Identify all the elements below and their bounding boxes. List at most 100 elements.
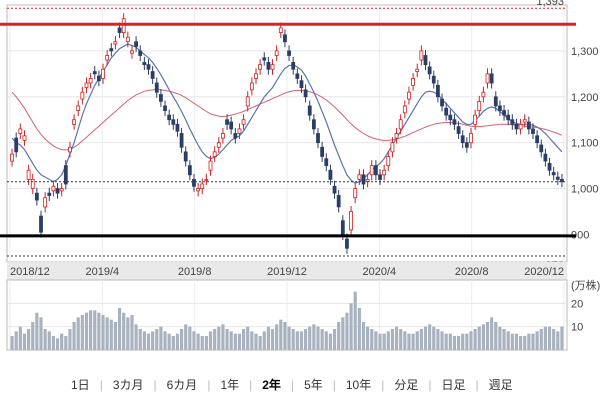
candle-body — [237, 128, 242, 134]
volume-bar — [217, 326, 221, 350]
tab-2y[interactable]: 2年 — [262, 378, 281, 392]
volume-bar — [345, 312, 349, 350]
candle-body — [192, 178, 196, 187]
candle-body — [258, 64, 263, 70]
volume-bar — [167, 333, 171, 350]
candle-body — [270, 64, 275, 70]
volume-bar — [547, 326, 552, 350]
candle-body — [551, 172, 556, 176]
volume-tick-label: 10 — [571, 322, 583, 334]
volume-bar — [237, 333, 242, 350]
volume-bar — [117, 308, 122, 350]
volume-bar — [270, 329, 275, 350]
volume-bar — [386, 331, 390, 350]
candle-body — [22, 135, 27, 141]
volume-bar — [556, 331, 560, 350]
candle-body — [68, 146, 72, 153]
volume-bar — [213, 329, 217, 350]
volume-bar — [539, 329, 543, 350]
volume-bar — [97, 312, 101, 350]
volume-bar — [192, 331, 196, 350]
candle-body — [134, 41, 138, 47]
tab-10y[interactable]: 10年 — [345, 378, 372, 392]
candle-body — [72, 119, 76, 125]
date-tick-label: 2020/4 — [363, 266, 397, 278]
candle-body — [254, 73, 258, 79]
volume-bar — [295, 331, 299, 350]
volume-bar — [382, 333, 386, 350]
volume-bar — [233, 333, 237, 350]
period-tabs: 1日 | 3カ月 | 6カ月 | 1年 | 2年 | 5年 | 10年 | 分足… — [70, 376, 514, 393]
candle-body — [171, 119, 176, 125]
volume-bar — [14, 331, 18, 350]
volume-bar — [299, 331, 304, 350]
volume-bar — [241, 329, 246, 350]
candle-body — [427, 66, 432, 75]
volume-bar — [287, 326, 291, 350]
volume-bar — [428, 324, 432, 350]
candle-body — [105, 55, 110, 61]
candle-body — [34, 192, 39, 201]
tab-5y[interactable]: 5年 — [304, 378, 323, 392]
tab-separator: | — [153, 377, 157, 392]
volume-bar — [332, 329, 337, 350]
candle-body — [316, 133, 320, 144]
volume-bar — [324, 331, 328, 350]
volume-bar — [80, 315, 84, 350]
volume-bar — [320, 329, 324, 350]
volume-panel: 10 20 (万株) — [6, 278, 600, 351]
candle-body — [440, 98, 444, 107]
tab-3m[interactable]: 3カ月 — [112, 378, 144, 392]
candle-body — [196, 188, 201, 192]
date-tick-label: 2020/8 — [455, 266, 489, 278]
price-tick-label: 1,100 — [571, 138, 599, 150]
candle-body — [340, 220, 345, 235]
candle-body — [436, 84, 440, 98]
volume-bar — [138, 329, 142, 350]
tab-weekly[interactable]: 週足 — [488, 378, 513, 392]
volume-bar — [407, 333, 411, 350]
tab-minute[interactable]: 分足 — [394, 378, 419, 392]
volume-bar — [47, 331, 51, 350]
volume-bar — [531, 333, 535, 350]
volume-bar — [101, 315, 105, 350]
volume-tick-label: 20 — [571, 298, 583, 310]
volume-bar — [423, 326, 428, 350]
candle-body — [283, 34, 287, 43]
volume-bar — [126, 317, 130, 350]
candle-body — [18, 128, 23, 134]
volume-bar — [250, 331, 254, 350]
candle-body — [30, 178, 35, 189]
candle-body — [117, 27, 122, 33]
candle-body — [373, 165, 378, 176]
volume-bar — [179, 329, 184, 350]
volume-bar — [122, 312, 126, 350]
volume-bar — [105, 317, 109, 350]
volume-bar — [89, 310, 93, 350]
volume-bar — [72, 322, 76, 350]
volume-bar — [390, 329, 395, 350]
tab-6m[interactable]: 6カ月 — [166, 378, 198, 392]
candle-body — [216, 142, 221, 148]
candle-body — [431, 75, 436, 84]
volume-bar — [35, 312, 39, 350]
tab-1d[interactable]: 1日 — [71, 378, 90, 392]
price-tick-label: 1,000 — [571, 184, 599, 196]
tab-separator: | — [381, 377, 385, 392]
tab-daily[interactable]: 日足 — [441, 378, 466, 392]
date-tick-label: 2019/12 — [267, 266, 307, 278]
tab-1y[interactable]: 1年 — [220, 378, 240, 392]
volume-bar — [523, 336, 527, 350]
candle-body — [233, 133, 238, 139]
volume-bar — [485, 322, 490, 350]
volume-bar — [444, 333, 448, 350]
volume-bar — [378, 333, 382, 350]
volume-bar — [76, 317, 80, 350]
candle-body — [469, 133, 473, 144]
candle-body — [473, 114, 478, 125]
volume-bar — [51, 336, 56, 350]
candle-body — [320, 146, 325, 157]
candle-body — [212, 151, 217, 157]
candle-body — [154, 82, 159, 93]
